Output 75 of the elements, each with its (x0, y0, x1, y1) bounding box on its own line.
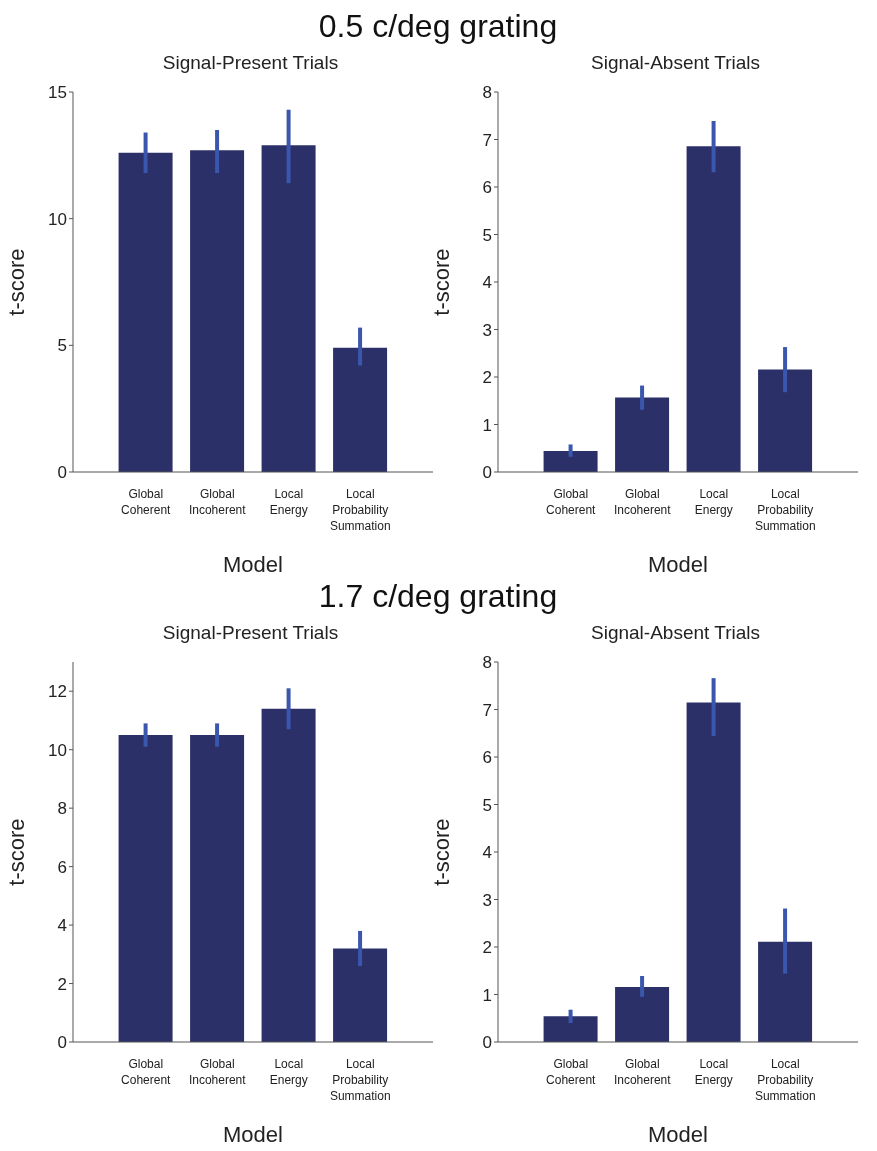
y-tick-label: 0 (482, 463, 492, 483)
y-tick-label: 2 (57, 974, 67, 994)
bar (333, 948, 388, 1042)
bar (190, 735, 245, 1042)
bar (333, 347, 388, 472)
x-tick-label: Global Coherent (121, 1057, 172, 1087)
y-tick-label: 4 (482, 843, 492, 863)
y-tick-label: 10 (48, 740, 67, 760)
x-tick-label: Global Incoherent (613, 487, 672, 517)
x-tick-label: Local Probability Summation (754, 487, 816, 533)
y-tick-label: 1 (482, 985, 492, 1005)
y-tick-label: 0 (57, 463, 67, 483)
x-tick-label: Local Energy (694, 1057, 733, 1087)
x-tick-label: Global Coherent (121, 487, 172, 517)
y-tick-label: 7 (482, 700, 492, 720)
x-tick-label: Local Probability Summation (329, 1057, 391, 1103)
bar (686, 146, 741, 472)
bar (190, 150, 245, 472)
y-tick-label: 5 (482, 225, 492, 245)
y-tick-label: 6 (482, 178, 492, 198)
y-tick-label: 3 (482, 320, 492, 340)
x-axis-title: Model (648, 1122, 708, 1147)
x-axis-title: Model (648, 552, 708, 577)
bar (615, 397, 670, 472)
y-axis-title: t-score (3, 248, 29, 316)
x-axis-title: Model (223, 1122, 283, 1147)
x-tick-label: Local Probability Summation (754, 1057, 816, 1103)
y-tick-label: 8 (57, 799, 67, 819)
y-tick-label: 5 (57, 336, 67, 356)
x-tick-label: Local Energy (694, 487, 733, 517)
y-tick-label: 8 (482, 83, 492, 103)
y-tick-label: 7 (482, 130, 492, 150)
bar (118, 735, 173, 1042)
y-tick-label: 4 (482, 273, 492, 293)
y-tick-label: 3 (482, 890, 492, 910)
bar (543, 1016, 598, 1042)
x-tick-label: Local Energy (269, 487, 308, 517)
bar (543, 451, 598, 472)
text: 0.5 c/deg grating (318, 8, 558, 44)
x-tick-label: Global Incoherent (188, 487, 247, 517)
y-axis-title: t-score (428, 818, 454, 886)
bar (118, 152, 173, 472)
chart-title: Signal-Present Trials (161, 622, 340, 645)
chart-title: Signal-Absent Trials (590, 622, 761, 645)
y-tick-label: 4 (57, 916, 67, 936)
x-tick-label: Global Coherent (546, 1057, 597, 1087)
bar (686, 702, 741, 1042)
bar (758, 369, 813, 472)
y-tick-label: 2 (482, 368, 492, 388)
y-tick-label: 6 (482, 748, 492, 768)
y-tick-label: 6 (57, 857, 67, 877)
bar (261, 145, 316, 472)
y-tick-label: 2 (482, 938, 492, 958)
y-axis-title: t-score (428, 248, 454, 316)
chart-title: Signal-Absent Trials (590, 52, 761, 75)
y-tick-label: 0 (57, 1033, 67, 1053)
text: 1.7 c/deg grating (318, 578, 558, 614)
y-tick-label: 8 (482, 653, 492, 673)
y-axis-title: t-score (3, 818, 29, 886)
x-tick-label: Global Incoherent (613, 1057, 672, 1087)
y-tick-label: 12 (48, 682, 67, 702)
x-tick-label: Global Coherent (546, 487, 597, 517)
y-tick-label: 10 (48, 209, 67, 229)
y-tick-label: 0 (482, 1033, 492, 1053)
x-tick-label: Local Energy (269, 1057, 308, 1087)
x-axis-title: Model (223, 552, 283, 577)
y-tick-label: 5 (482, 795, 492, 815)
y-tick-label: 15 (48, 83, 67, 103)
bar (261, 708, 316, 1042)
bar (758, 941, 813, 1042)
x-tick-label: Global Incoherent (188, 1057, 247, 1087)
y-tick-label: 1 (482, 415, 492, 435)
x-tick-label: Local Probability Summation (329, 487, 391, 533)
chart-title: Signal-Present Trials (161, 52, 340, 75)
bar (615, 986, 670, 1042)
